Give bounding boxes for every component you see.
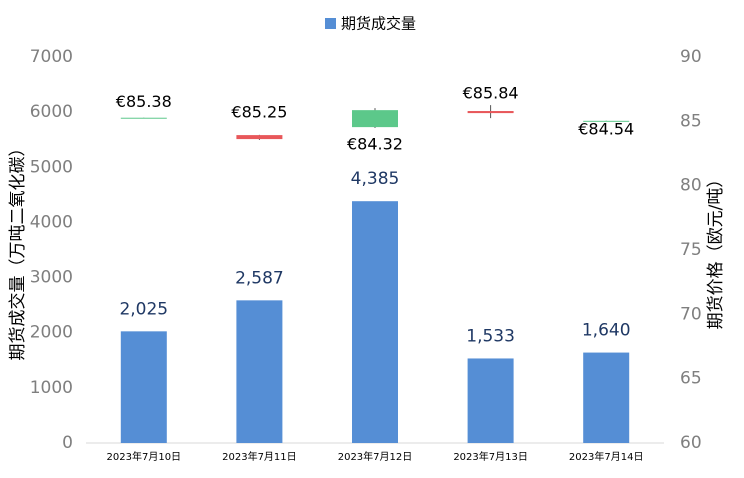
price-label: €84.54: [578, 119, 634, 138]
price-label: €85.84: [463, 84, 519, 103]
y-tick-label: 6000: [30, 102, 73, 122]
bar-value-label: 4,385: [351, 169, 400, 189]
candle-body: [236, 135, 283, 140]
x-tick-label: 2023年7月10日: [107, 450, 182, 463]
price-label: €84.32: [347, 135, 403, 154]
y-tick-label: 1000: [30, 378, 73, 398]
y2-tick-label: 70: [680, 304, 702, 324]
y2-tick-label: 80: [680, 176, 702, 196]
candle-body: [583, 120, 630, 122]
bar-value-label: 1,640: [582, 321, 631, 341]
y2-tick-label: 75: [680, 240, 702, 260]
y2-tick-label: 65: [680, 369, 702, 389]
y2-tick-label: 85: [680, 111, 702, 131]
bar: [583, 352, 630, 443]
x-tick-label: 2023年7月12日: [338, 450, 413, 463]
bar-value-label: 2,025: [119, 299, 168, 319]
x-tick-label: 2023年7月14日: [569, 450, 644, 463]
y-tick-label: 4000: [30, 212, 73, 232]
bar: [467, 358, 514, 443]
candle-body: [120, 117, 167, 119]
y2-tick-label: 90: [680, 47, 702, 67]
y-tick-label: 3000: [30, 268, 73, 288]
x-tick-label: 2023年7月13日: [453, 450, 528, 463]
legend-label: 期货成交量: [341, 15, 416, 33]
bar: [120, 331, 167, 443]
y-tick-label: 5000: [30, 157, 73, 177]
y-tick-label: 7000: [30, 47, 73, 67]
y2-axis-title: 期货价格（欧元/吨）: [706, 171, 726, 330]
y-tick-label: 0: [62, 433, 73, 453]
bar-value-label: 1,533: [466, 326, 515, 346]
bar: [352, 201, 398, 443]
y-tick-label: 2000: [30, 323, 73, 343]
price-label: €85.38: [116, 92, 172, 111]
y2-tick-label: 60: [680, 433, 702, 453]
price-label: €85.25: [231, 103, 287, 122]
candle-body: [352, 110, 398, 128]
candle-body: [467, 111, 514, 114]
x-tick-label: 2023年7月11日: [222, 450, 297, 463]
legend-swatch: [325, 18, 336, 29]
y-axis-title: 期货成交量（万吨二氧化碳）: [8, 140, 28, 361]
bar: [236, 300, 283, 443]
bar-value-label: 2,587: [235, 268, 284, 288]
